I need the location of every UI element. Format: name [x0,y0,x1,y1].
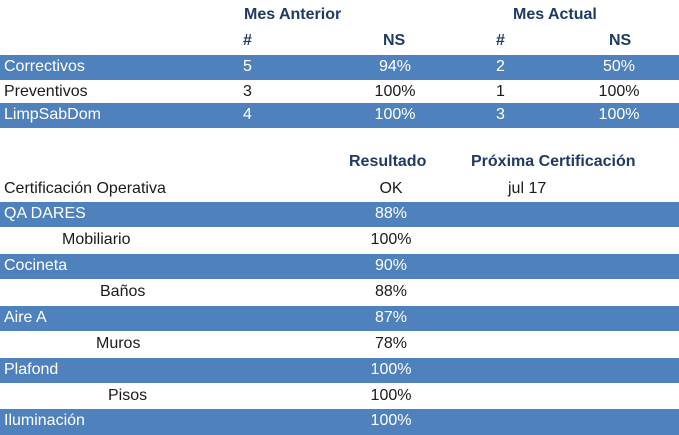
row-label: Preventivos [4,83,88,100]
prev-count-cell: 3 [243,83,252,100]
table-row-muros: Muros 78% [0,332,679,357]
value-cell: 100% [370,231,412,248]
row-label: QA DARES [4,205,86,222]
value-cell: 78% [374,335,408,352]
prev-ns-cell: 100% [374,83,416,100]
row-label: Iluminación [4,412,85,429]
curr-count-cell: 2 [496,58,505,75]
row-label: Mobiliario [62,231,131,248]
table-row-iluminacion: Iluminación 100% [0,409,679,435]
value-cell: 100% [370,412,412,429]
value-cell: 100% [370,387,412,404]
table-row-correctivos: Correctivos 5 94% 2 50% [0,55,679,80]
header-resultado: Resultado [349,153,427,170]
row-label: Baños [100,283,146,300]
row-label: Certificación Operativa [4,180,166,197]
header-curr-count: # [496,32,505,49]
row-label: Aire A [4,309,47,326]
row-label: Muros [96,335,141,352]
table-row-cocineta: Cocineta 90% [0,254,679,279]
header-proxima-certificacion: Próxima Certificación [471,153,636,170]
value-cell: 88% [374,205,408,222]
curr-count-cell: 3 [496,106,505,123]
value-cell: 88% [374,283,408,300]
table-row-qa-dares: QA DARES 88% [0,202,679,227]
curr-ns-cell: 100% [598,106,640,123]
curr-count-cell: 1 [496,83,505,100]
header-curr-ns: NS [609,32,632,49]
prev-count-cell: 4 [243,106,252,123]
header-mes-actual: Mes Actual [513,6,597,23]
row-label: Plafond [4,361,59,378]
next-cert-cell: jul 17 [508,180,547,197]
header-prev-ns: NS [383,32,406,49]
curr-ns-cell: 50% [602,58,636,75]
table-row-aire-a: Aire A 87% [0,306,679,331]
row-label: Pisos [108,387,148,404]
prev-ns-cell: 94% [378,58,412,75]
row-label: LimpSabDom [4,106,101,123]
table-row-limpsabdom: LimpSabDom 4 100% 3 100% [0,103,679,128]
table-row-pisos: Pisos 100% [0,384,679,409]
table-row-mobiliario: Mobiliario 100% [0,228,679,253]
table-row-banos: Baños 88% [0,280,679,305]
value-cell: 90% [374,257,408,274]
table-row-preventivos: Preventivos 3 100% 1 100% [0,80,679,105]
value-cell: 87% [374,309,408,326]
prev-ns-cell: 100% [374,106,416,123]
header-prev-count: # [243,32,252,49]
curr-ns-cell: 100% [598,83,640,100]
value-cell: 100% [370,361,412,378]
row-label: Correctivos [4,58,85,75]
certificacion-operativa-row: Certificación Operativa OK jul 17 [0,177,679,202]
result-cell: OK [379,180,403,197]
row-label: Cocineta [4,257,68,274]
header-mes-anterior: Mes Anterior [244,6,342,23]
prev-count-cell: 5 [243,58,252,75]
table-row-plafond: Plafond 100% [0,358,679,383]
